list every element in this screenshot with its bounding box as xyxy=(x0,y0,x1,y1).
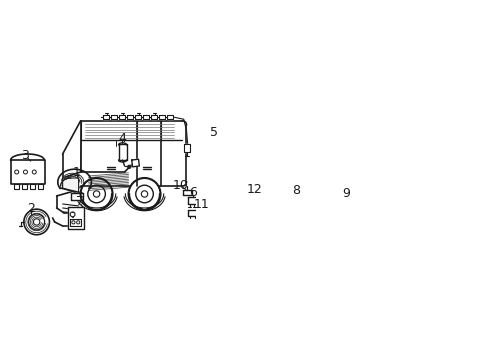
Text: 3: 3 xyxy=(21,149,29,162)
Polygon shape xyxy=(150,115,157,119)
Text: 4: 4 xyxy=(118,131,126,145)
Polygon shape xyxy=(118,144,126,160)
Polygon shape xyxy=(68,207,83,229)
Polygon shape xyxy=(142,115,149,119)
Text: 1: 1 xyxy=(73,166,81,179)
Text: 2: 2 xyxy=(27,202,35,215)
Polygon shape xyxy=(187,210,203,216)
Polygon shape xyxy=(102,115,109,119)
Text: 6: 6 xyxy=(189,186,197,199)
Text: 12: 12 xyxy=(246,184,262,197)
Polygon shape xyxy=(118,115,125,119)
Polygon shape xyxy=(342,198,350,210)
Polygon shape xyxy=(288,195,299,203)
Text: 9: 9 xyxy=(342,188,349,201)
Polygon shape xyxy=(187,197,200,204)
Polygon shape xyxy=(184,144,190,152)
Polygon shape xyxy=(244,195,253,202)
Polygon shape xyxy=(126,115,133,119)
Polygon shape xyxy=(110,115,117,119)
Text: 8: 8 xyxy=(292,184,300,197)
Text: 7: 7 xyxy=(76,195,83,208)
Circle shape xyxy=(141,191,147,197)
Polygon shape xyxy=(183,190,191,195)
Polygon shape xyxy=(70,219,81,226)
Polygon shape xyxy=(254,197,261,206)
Text: 11: 11 xyxy=(193,198,209,211)
Polygon shape xyxy=(11,160,44,184)
Polygon shape xyxy=(131,159,139,167)
Polygon shape xyxy=(158,115,164,119)
Polygon shape xyxy=(166,115,173,119)
Polygon shape xyxy=(62,178,79,194)
Circle shape xyxy=(93,191,100,197)
Text: 5: 5 xyxy=(210,126,218,139)
Text: 10: 10 xyxy=(172,179,188,192)
Polygon shape xyxy=(70,193,82,200)
Polygon shape xyxy=(134,115,141,119)
